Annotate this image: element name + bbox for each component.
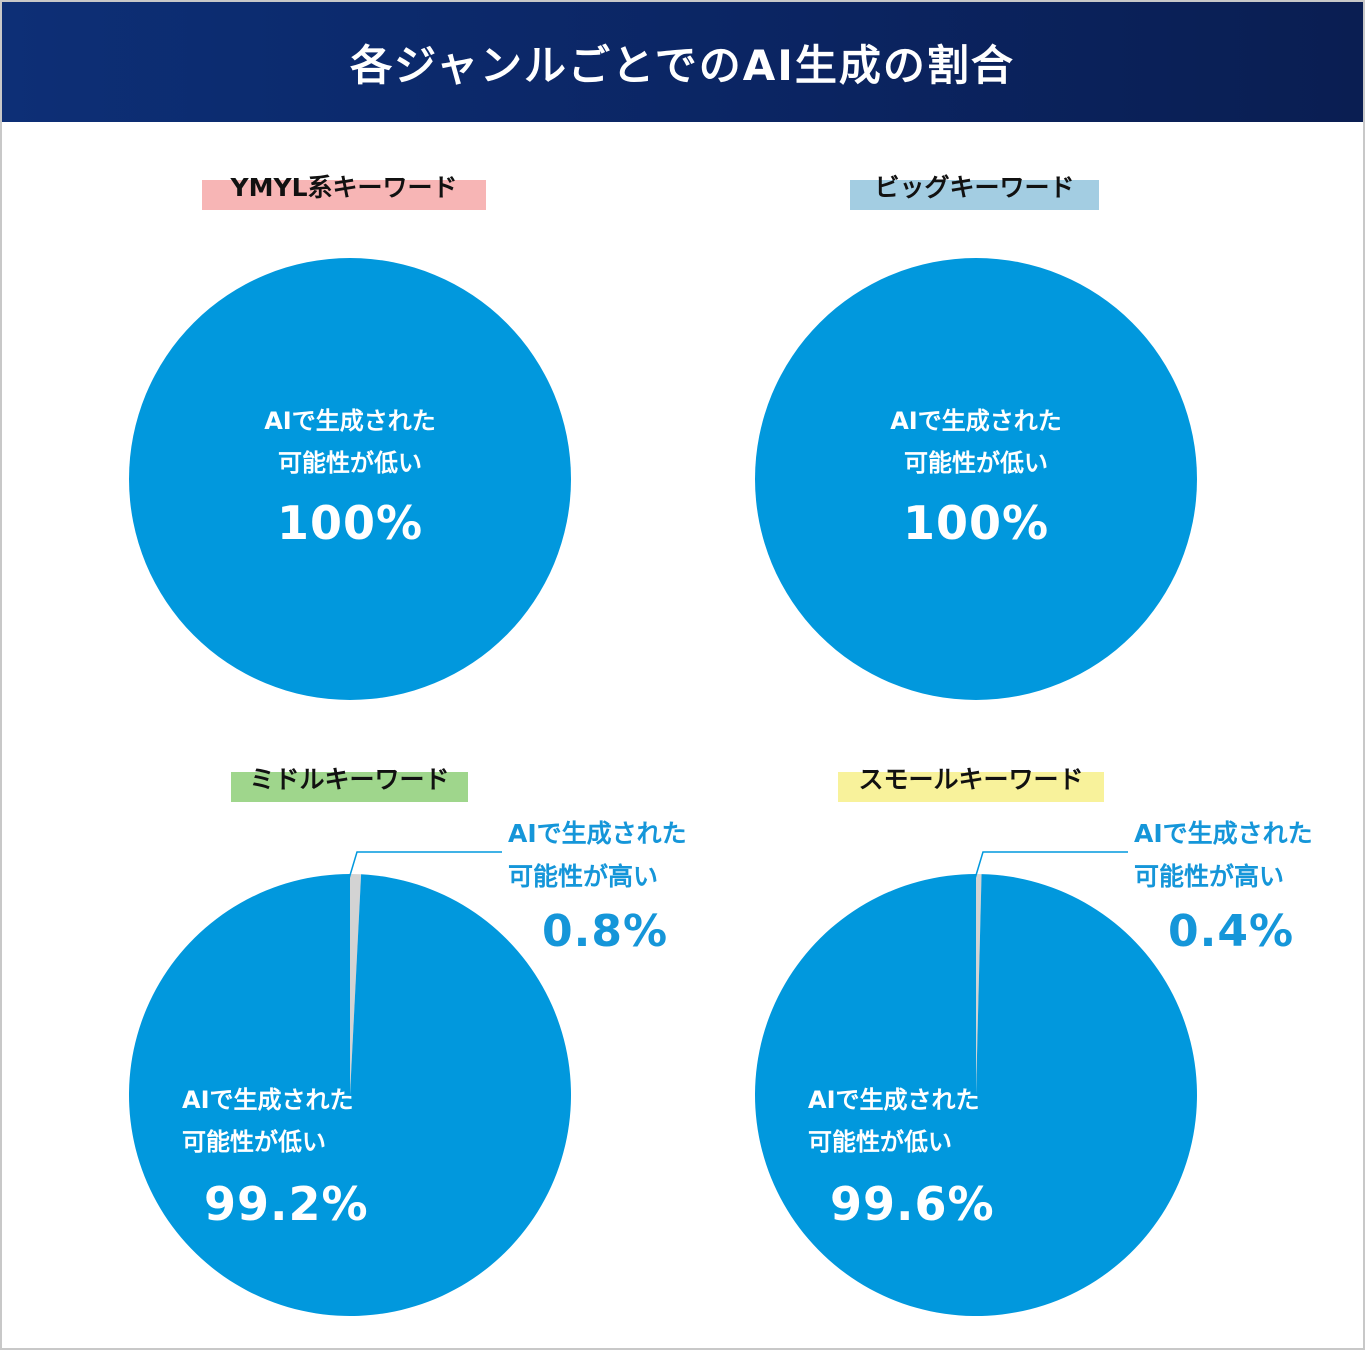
pie-chart-big bbox=[755, 258, 1197, 700]
callout-label-line2: 可能性が高い bbox=[508, 862, 659, 891]
title-banner: 各ジャンルごとでのAI生成の割合 bbox=[2, 2, 1363, 122]
slice-value-label: 100% bbox=[276, 496, 424, 550]
leader-line-small bbox=[973, 851, 1128, 883]
slice-value-label: 100% bbox=[902, 496, 1050, 550]
page-title: 各ジャンルごとでのAI生成の割合 bbox=[350, 40, 1015, 90]
pie-slice-high bbox=[350, 874, 362, 1095]
chart-label-small: スモールキーワード bbox=[838, 765, 1104, 802]
pie-chart-ymyl bbox=[129, 258, 571, 700]
pie-slice-high bbox=[976, 874, 982, 1095]
chart-label-ymyl: YMYL系キーワード bbox=[202, 173, 486, 210]
slice-label-line2: 可能性が低い bbox=[904, 449, 1048, 477]
slice-value-label: 99.2% bbox=[204, 1177, 369, 1231]
pie-slice-low bbox=[755, 874, 1198, 1316]
slice-label-line1: AIで生成された bbox=[264, 407, 436, 435]
slice-label-line2: 可能性が低い bbox=[808, 1128, 952, 1156]
leader-line bbox=[347, 851, 502, 883]
chart-title-ymyl: YMYL系キーワード bbox=[230, 173, 458, 202]
pie-label-ymyl: AIで生成された 可能性が低い 100% bbox=[200, 400, 500, 550]
pie-label-small: AIで生成された 可能性が低い 99.6% bbox=[808, 1079, 995, 1231]
chart-title-middle: ミドルキーワード bbox=[249, 765, 450, 794]
callout-high-small: AIで生成された 可能性が高い 0.4% bbox=[1134, 812, 1313, 957]
chart-title-big: ビッグキーワード bbox=[874, 173, 1075, 202]
pie-slice-low bbox=[129, 258, 571, 700]
callout-label-line1: AIで生成された bbox=[508, 819, 687, 848]
slice-label-line1: AIで生成された bbox=[182, 1086, 354, 1114]
callout-label-line1: AIで生成された bbox=[1134, 819, 1313, 848]
callout-label-line2: 可能性が高い bbox=[1134, 862, 1285, 891]
chart-label-big: ビッグキーワード bbox=[850, 173, 1099, 210]
pie-slice-low bbox=[129, 874, 572, 1316]
chart-label-middle: ミドルキーワード bbox=[231, 765, 468, 802]
leader-line bbox=[973, 851, 1128, 883]
pie-label-middle: AIで生成された 可能性が低い 99.2% bbox=[182, 1079, 369, 1231]
pie-chart-small bbox=[755, 874, 1198, 1316]
callout-value-label: 0.4% bbox=[1168, 906, 1295, 957]
slice-label-line1: AIで生成された bbox=[890, 407, 1062, 435]
slice-label-line1: AIで生成された bbox=[808, 1086, 980, 1114]
chart-title-small: スモールキーワード bbox=[858, 765, 1084, 794]
slice-label-line2: 可能性が低い bbox=[182, 1128, 326, 1156]
leader-line-middle bbox=[347, 851, 502, 883]
callout-value-label: 0.8% bbox=[542, 906, 669, 957]
pie-chart-middle bbox=[129, 874, 572, 1316]
slice-label-line2: 可能性が低い bbox=[278, 449, 422, 477]
pie-slice-low bbox=[755, 258, 1197, 700]
callout-high-middle: AIで生成された 可能性が高い 0.8% bbox=[508, 812, 687, 957]
slice-value-label: 99.6% bbox=[830, 1177, 995, 1231]
pie-label-big: AIで生成された 可能性が低い 100% bbox=[826, 400, 1126, 550]
